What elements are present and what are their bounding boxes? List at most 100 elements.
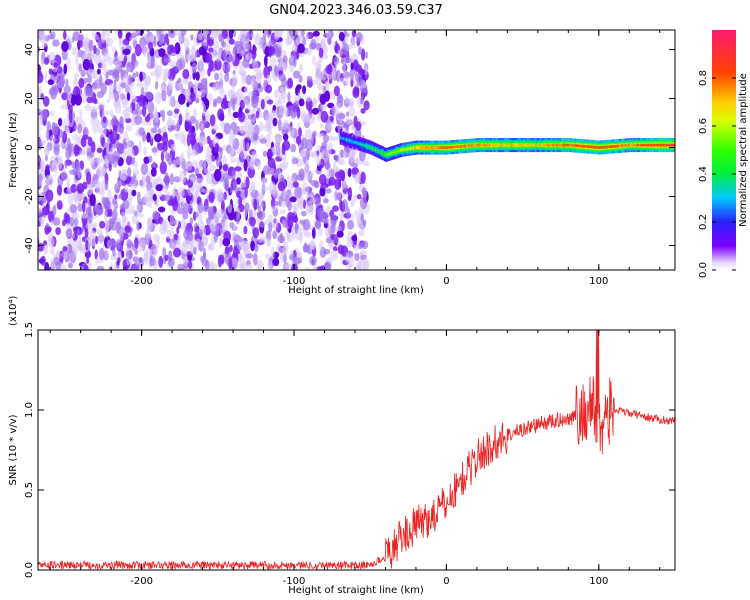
noise-blob (311, 55, 316, 66)
noise-blob (108, 153, 116, 165)
noise-blob (315, 60, 321, 73)
noise-blob (250, 32, 256, 39)
noise-blob (245, 52, 253, 61)
ridge-cell (446, 146, 448, 149)
noise-blob (136, 221, 140, 232)
snr-x-axis: -200 -100 0 100 (49, 330, 661, 587)
noise-blob (137, 30, 141, 36)
noise-blob (266, 99, 274, 105)
noise-blob (78, 63, 83, 72)
ridge-cell (470, 144, 473, 147)
noise-blob (38, 204, 40, 217)
noise-blob (225, 63, 229, 77)
noise-blob (311, 152, 319, 159)
noise-blob (333, 190, 342, 201)
noise-blob (302, 218, 311, 231)
noise-blob (214, 224, 221, 231)
noise-blob (228, 257, 233, 270)
ridge-cell (600, 146, 602, 149)
noise-blob (272, 105, 277, 111)
noise-blob (323, 198, 329, 204)
noise-blob (317, 132, 325, 138)
noise-blob (309, 197, 317, 204)
noise-blob (197, 202, 204, 214)
noise-blob (244, 202, 250, 213)
ridge-cell (656, 143, 659, 147)
noise-blob (222, 155, 227, 165)
noise-blob (297, 43, 305, 54)
noise-blob (52, 204, 57, 216)
ridge-cell (355, 141, 357, 145)
noise-blob (301, 30, 305, 37)
noise-blob (337, 244, 345, 255)
noise-blob (232, 111, 239, 119)
noise-blob (198, 46, 207, 56)
noise-blob (45, 164, 50, 171)
noise-blob (317, 70, 324, 80)
noise-blob (355, 121, 362, 131)
noise-blob (136, 102, 141, 110)
noise-blob (173, 108, 180, 114)
noise-blob (305, 47, 312, 56)
noise-blob (185, 112, 191, 123)
noise-blob (122, 74, 130, 84)
noise-blob (197, 33, 203, 41)
noise-blob (190, 92, 196, 102)
noise-blob (243, 225, 248, 235)
ridge-cell (614, 144, 616, 148)
ridge-cell (519, 143, 522, 147)
noise-blob (232, 99, 236, 112)
noise-blob (104, 179, 109, 191)
noise-blob (319, 187, 326, 197)
x-tick-label: -200 (130, 276, 153, 287)
noise-blob (61, 41, 69, 52)
noise-blob (90, 53, 97, 61)
noise-blob (198, 135, 206, 147)
noise-blob (305, 33, 309, 42)
noise-blob (279, 232, 284, 244)
ridge-cell (419, 146, 421, 149)
noise-blob (195, 211, 199, 218)
ridge-cell (652, 143, 654, 147)
ridge-cell (426, 146, 429, 149)
noise-blob (82, 134, 89, 140)
noise-blob (235, 213, 240, 225)
noise-blob (239, 139, 246, 152)
ridge-cell (455, 145, 458, 149)
ridge-cell (368, 145, 371, 149)
noise-blob (232, 47, 236, 60)
noise-blob (53, 62, 58, 68)
ridge-cell (508, 143, 511, 147)
noise-blob (150, 56, 156, 69)
noise-blob (115, 180, 123, 187)
noise-blob (312, 130, 317, 138)
noise-blob (298, 168, 305, 181)
ridge-cell (397, 149, 400, 153)
ridge-cell (633, 143, 636, 147)
noise-blob (178, 131, 186, 138)
noise-blob (351, 235, 358, 242)
noise-blob (73, 247, 77, 258)
noise-blob (219, 227, 224, 237)
noise-blob (350, 199, 355, 208)
noise-blob (96, 165, 104, 178)
noise-blob (41, 206, 50, 216)
noise-blob (354, 64, 362, 72)
ridge-cell (510, 143, 512, 147)
noise-blob (39, 158, 45, 172)
noise-blob (44, 145, 50, 157)
noise-blob (59, 142, 65, 149)
noise-blob (311, 226, 316, 239)
noise-blob (293, 100, 300, 106)
noise-blob (143, 79, 149, 92)
noise-blob (40, 58, 44, 66)
noise-blob (124, 54, 128, 64)
noise-blob (118, 193, 123, 200)
noise-blob (273, 200, 281, 206)
noise-blob (233, 180, 238, 192)
noise-blob (283, 133, 289, 141)
x-tick-label: 0 (443, 276, 449, 287)
noise-blob (154, 111, 160, 123)
ridge-cell (409, 147, 412, 150)
noise-blob (267, 263, 271, 270)
